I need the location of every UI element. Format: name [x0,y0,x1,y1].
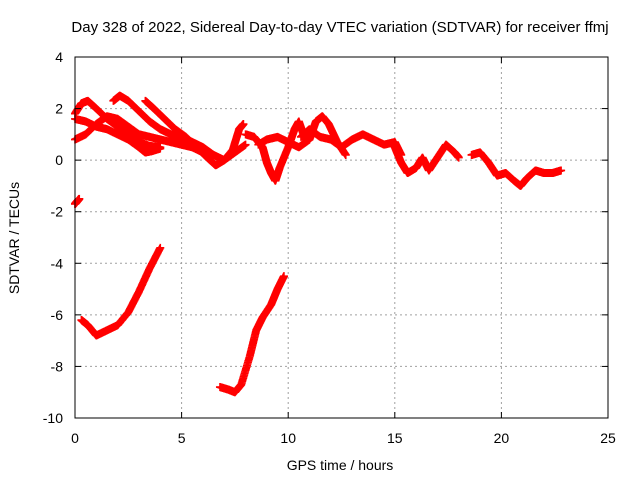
x-tick-label: 20 [494,430,510,446]
plot-frame [74,56,609,419]
series-arc-k [71,194,84,208]
data-point [75,194,84,203]
series-arc-f [241,117,310,185]
series-arc-b [71,114,165,157]
data-point [454,153,463,162]
data-point [241,140,250,149]
x-tick-label: 15 [387,430,403,446]
series-arc-e [141,96,248,170]
y-axis-label: SDTVAR / TECUs [6,182,22,294]
series-arc-j [467,148,566,190]
grid [75,57,608,418]
x-tick-label: 5 [178,430,186,446]
y-tick-label: -4 [51,255,64,271]
series-arc-m [215,272,288,397]
data-marks [71,91,566,397]
chart-title: Day 328 of 2022, Sidereal Day-to-day VTE… [71,19,608,36]
data-point [156,243,165,252]
x-tick-label: 25 [600,430,616,446]
y-tick-label: -8 [51,358,64,374]
x-axis-label: GPS time / hours [287,457,394,473]
x-tick-label: 0 [71,430,79,446]
series-arc-l [77,243,165,340]
y-tick-label: 2 [55,101,63,117]
data-point [156,144,165,153]
data-point [341,150,350,159]
series-arc-i [390,140,463,178]
y-tick-label: -10 [43,410,63,426]
series-arc-h [296,125,406,159]
data-point [557,166,566,175]
y-tick-label: 0 [55,152,63,168]
y-tick-label: -6 [51,307,64,323]
data-point [239,120,248,129]
data-point [279,272,288,281]
x-tick-label: 10 [280,430,296,446]
y-tick-label: -2 [51,204,64,220]
y-tick-label: 4 [55,49,63,65]
